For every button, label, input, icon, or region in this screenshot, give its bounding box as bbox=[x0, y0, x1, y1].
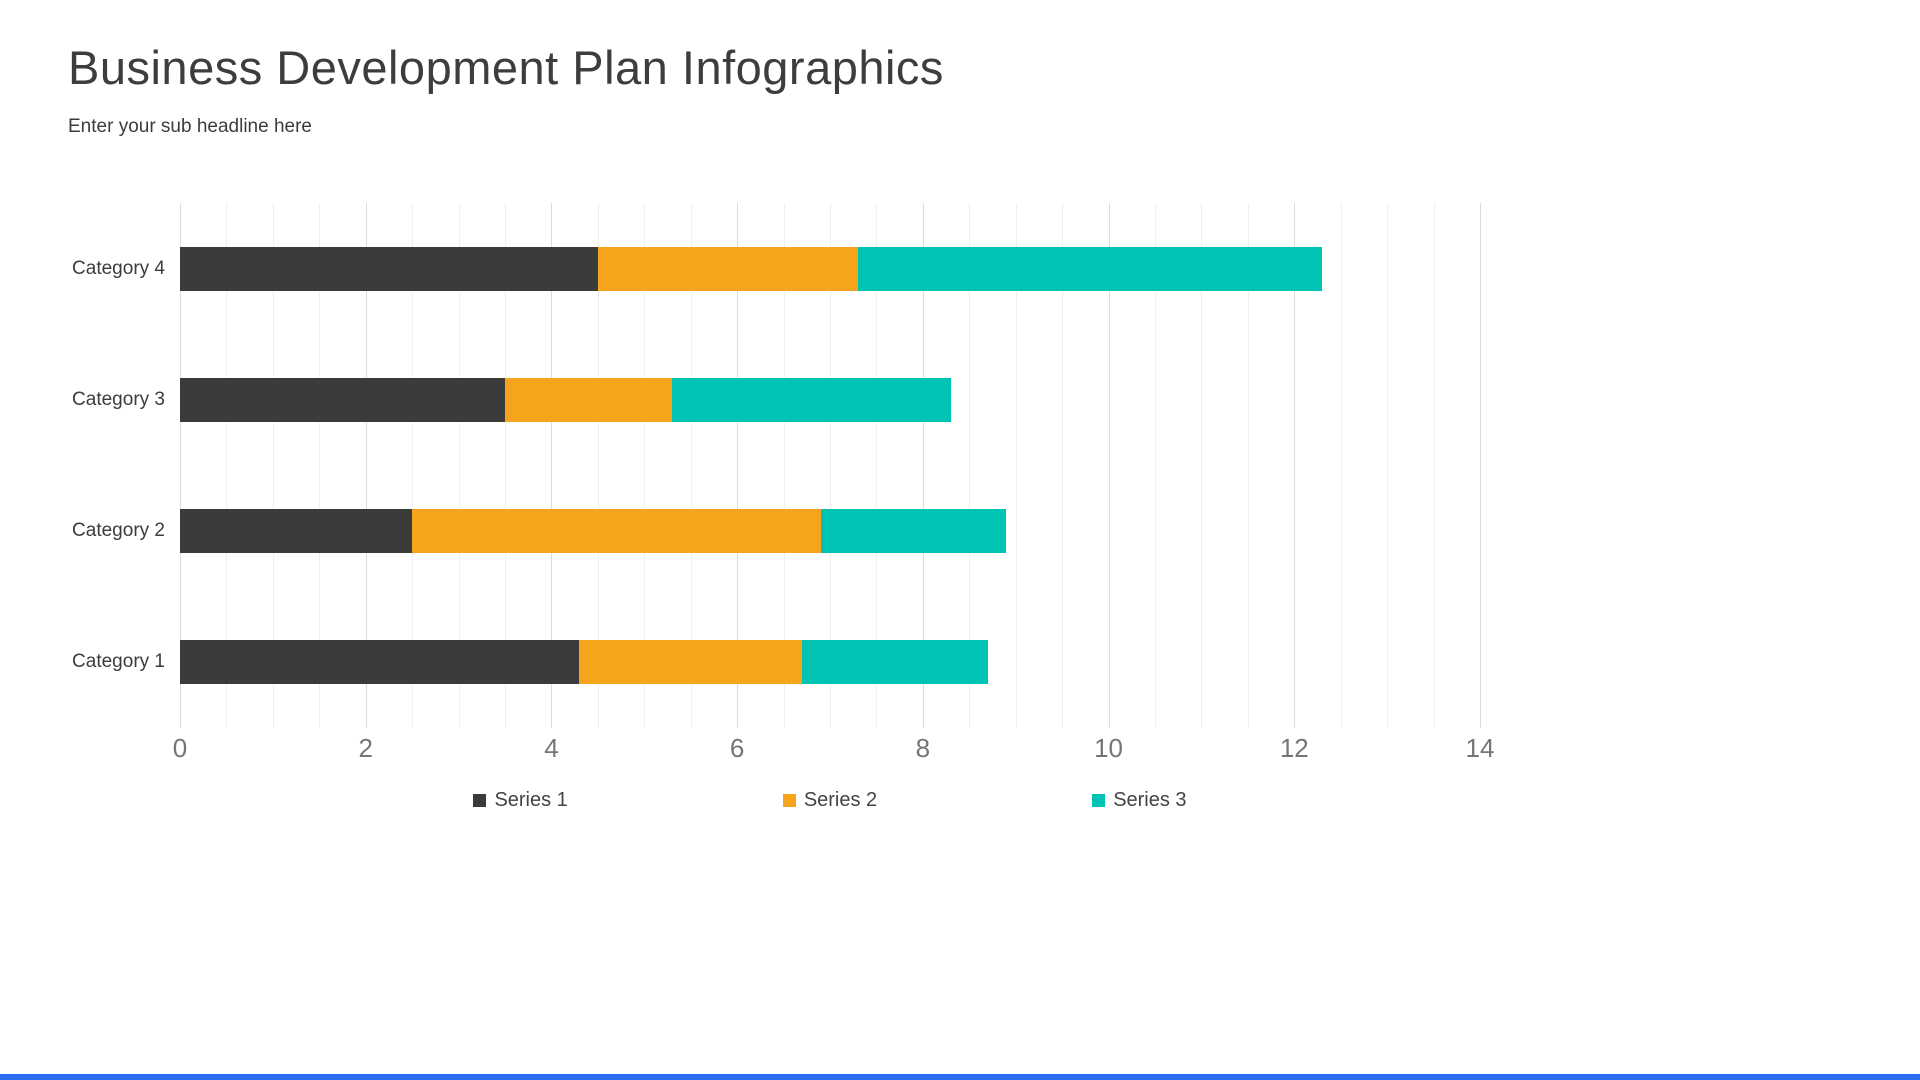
bar-segment-series-3 bbox=[802, 640, 988, 685]
bar-segment-series-2 bbox=[597, 246, 858, 291]
minor-gridline bbox=[644, 203, 646, 728]
minor-gridline bbox=[1387, 203, 1389, 728]
axis-tick-label: 8 bbox=[915, 733, 931, 763]
minor-gridline bbox=[1015, 203, 1017, 728]
minor-gridline bbox=[969, 203, 971, 728]
category-label: Category 2 bbox=[72, 520, 165, 542]
minor-gridline bbox=[690, 203, 692, 728]
axis-tick-label: 4 bbox=[544, 733, 559, 763]
major-gridline bbox=[551, 203, 553, 728]
bar-segment-series-3 bbox=[672, 377, 951, 422]
major-gridline bbox=[1108, 203, 1110, 728]
major-gridline bbox=[180, 203, 181, 728]
minor-gridline bbox=[1433, 203, 1435, 728]
minor-gridline bbox=[226, 203, 228, 728]
bar-segment-series-2 bbox=[579, 640, 803, 685]
minor-gridline bbox=[876, 203, 878, 728]
legend-swatch bbox=[782, 794, 796, 807]
major-gridline bbox=[1480, 203, 1481, 728]
category-label: Category 1 bbox=[72, 651, 165, 673]
bar-segment-series-1 bbox=[180, 246, 598, 291]
minor-gridline bbox=[319, 203, 321, 728]
footer-accent-bar bbox=[0, 1074, 1920, 1080]
legend-label: Series 1 bbox=[494, 789, 568, 811]
chart-title: Business Development Plan Infographics bbox=[68, 41, 944, 94]
bar-row bbox=[180, 509, 1480, 554]
axis-tick-label: 6 bbox=[729, 733, 745, 763]
minor-gridline bbox=[1062, 203, 1064, 728]
minor-gridline bbox=[505, 203, 506, 728]
minor-gridline bbox=[830, 203, 831, 728]
axis-tick-label: 10 bbox=[1094, 733, 1124, 763]
axis-tick-label: 0 bbox=[172, 733, 188, 763]
chart-legend: Series 1 Series 2 Series 3 bbox=[180, 789, 1480, 812]
bar-row bbox=[180, 640, 1480, 685]
value-axis: 0 2 4 6 8 10 12 14 bbox=[173, 733, 1495, 773]
axis-tick-label: 14 bbox=[1465, 733, 1495, 763]
plot-area bbox=[180, 203, 1481, 728]
minor-gridline bbox=[272, 203, 274, 728]
bar-segment-series-1 bbox=[180, 509, 413, 554]
bar-segment-series-2 bbox=[505, 377, 673, 422]
minor-gridline bbox=[1340, 203, 1342, 728]
bar-segment-series-1 bbox=[180, 377, 505, 422]
legend-label: Series 2 bbox=[803, 789, 878, 811]
minor-gridline bbox=[1247, 203, 1249, 728]
minor-gridline bbox=[1155, 203, 1156, 728]
legend-item-series-1: Series 1 bbox=[473, 789, 568, 812]
bar-segment-series-3 bbox=[857, 246, 1323, 291]
axis-tick-label: 2 bbox=[358, 733, 373, 763]
bar-row bbox=[180, 377, 1480, 422]
axis-tick-label: 12 bbox=[1279, 733, 1309, 763]
legend-item-series-3: Series 3 bbox=[1092, 789, 1187, 812]
minor-gridline bbox=[783, 203, 785, 728]
bar-row bbox=[180, 246, 1480, 291]
major-gridline bbox=[737, 203, 739, 728]
minor-gridline bbox=[458, 203, 460, 728]
chart-subtitle: Enter your sub headline here bbox=[68, 116, 312, 137]
major-gridline bbox=[1294, 203, 1296, 728]
legend-label: Series 3 bbox=[1113, 789, 1187, 811]
minor-gridline bbox=[412, 203, 414, 728]
bar-segment-series-3 bbox=[820, 509, 1007, 554]
minor-gridline bbox=[1201, 203, 1203, 728]
bar-segment-series-2 bbox=[412, 509, 821, 554]
legend-item-series-2: Series 2 bbox=[782, 789, 878, 812]
major-gridline bbox=[365, 203, 367, 728]
minor-gridline bbox=[597, 203, 599, 728]
bar-segment-series-1 bbox=[180, 640, 580, 685]
category-label: Category 4 bbox=[72, 257, 165, 279]
category-axis: Category 4 Category 3 Category 2 Category 1 bbox=[30, 203, 165, 728]
legend-swatch bbox=[473, 794, 487, 807]
legend-swatch bbox=[1092, 794, 1106, 807]
category-label: Category 3 bbox=[72, 388, 165, 410]
major-gridline bbox=[922, 203, 924, 728]
